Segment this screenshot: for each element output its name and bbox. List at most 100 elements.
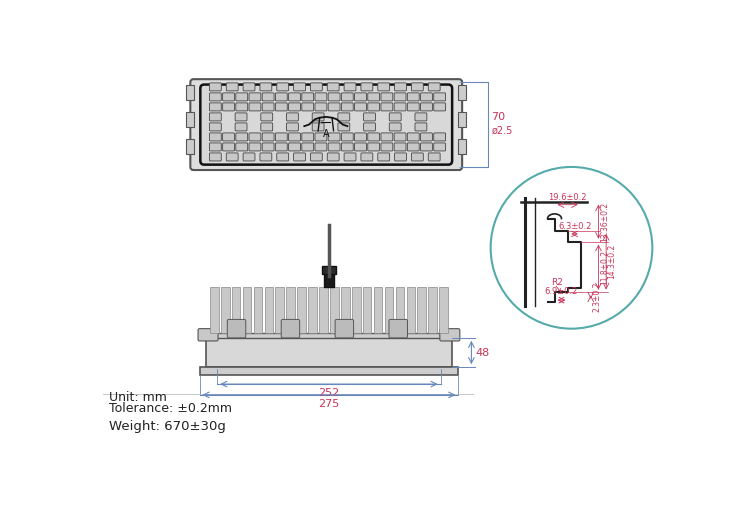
FancyBboxPatch shape: [275, 143, 287, 151]
Text: 13.36±0.2: 13.36±0.2: [600, 202, 609, 242]
FancyBboxPatch shape: [389, 113, 401, 121]
FancyBboxPatch shape: [226, 153, 238, 161]
FancyBboxPatch shape: [227, 319, 246, 338]
FancyBboxPatch shape: [260, 83, 272, 91]
FancyBboxPatch shape: [421, 143, 433, 151]
FancyBboxPatch shape: [200, 85, 452, 165]
FancyBboxPatch shape: [262, 143, 274, 151]
FancyBboxPatch shape: [209, 143, 221, 151]
FancyBboxPatch shape: [407, 133, 419, 141]
Bar: [297, 287, 306, 333]
FancyBboxPatch shape: [209, 103, 221, 111]
FancyBboxPatch shape: [209, 133, 221, 141]
FancyBboxPatch shape: [338, 113, 350, 121]
FancyBboxPatch shape: [407, 93, 419, 101]
FancyBboxPatch shape: [190, 79, 462, 170]
FancyBboxPatch shape: [428, 153, 440, 161]
FancyBboxPatch shape: [355, 143, 367, 151]
FancyBboxPatch shape: [381, 143, 393, 151]
Bar: [275, 287, 284, 333]
Bar: [232, 287, 241, 333]
FancyBboxPatch shape: [243, 83, 255, 91]
FancyBboxPatch shape: [198, 329, 218, 341]
FancyBboxPatch shape: [433, 103, 445, 111]
FancyBboxPatch shape: [389, 319, 407, 338]
Bar: [204, 333, 454, 338]
FancyBboxPatch shape: [407, 143, 419, 151]
FancyBboxPatch shape: [421, 103, 433, 111]
Text: ø2.5: ø2.5: [491, 126, 513, 136]
Bar: [308, 287, 316, 333]
Bar: [187, 112, 194, 127]
Text: 11.8±0.2: 11.8±0.2: [600, 249, 609, 285]
FancyBboxPatch shape: [428, 83, 440, 91]
Bar: [363, 287, 371, 333]
Bar: [243, 287, 251, 333]
FancyBboxPatch shape: [223, 143, 235, 151]
FancyBboxPatch shape: [328, 133, 340, 141]
Bar: [187, 139, 194, 154]
Bar: [418, 287, 426, 333]
FancyBboxPatch shape: [302, 143, 313, 151]
FancyBboxPatch shape: [261, 123, 273, 131]
FancyBboxPatch shape: [394, 83, 406, 91]
Bar: [374, 287, 382, 333]
FancyBboxPatch shape: [236, 93, 248, 101]
FancyBboxPatch shape: [236, 143, 248, 151]
FancyBboxPatch shape: [289, 133, 301, 141]
FancyBboxPatch shape: [289, 143, 301, 151]
FancyBboxPatch shape: [243, 153, 255, 161]
Text: 6.9±0.2: 6.9±0.2: [544, 287, 578, 296]
FancyBboxPatch shape: [289, 93, 301, 101]
FancyBboxPatch shape: [275, 133, 287, 141]
FancyBboxPatch shape: [209, 123, 221, 131]
FancyBboxPatch shape: [341, 93, 353, 101]
FancyBboxPatch shape: [209, 113, 221, 121]
FancyBboxPatch shape: [286, 113, 298, 121]
FancyBboxPatch shape: [368, 103, 380, 111]
FancyBboxPatch shape: [262, 93, 274, 101]
FancyBboxPatch shape: [378, 153, 390, 161]
Text: 252: 252: [318, 388, 340, 398]
FancyBboxPatch shape: [415, 113, 427, 121]
FancyBboxPatch shape: [407, 103, 419, 111]
Text: Tolerance: ±0.2mm: Tolerance: ±0.2mm: [110, 402, 232, 415]
Bar: [458, 112, 466, 127]
FancyBboxPatch shape: [327, 153, 339, 161]
FancyBboxPatch shape: [249, 133, 261, 141]
FancyBboxPatch shape: [209, 153, 221, 161]
Bar: [322, 266, 336, 274]
Bar: [440, 287, 448, 333]
FancyBboxPatch shape: [394, 103, 406, 111]
FancyBboxPatch shape: [344, 83, 356, 91]
FancyBboxPatch shape: [275, 103, 287, 111]
FancyBboxPatch shape: [226, 83, 238, 91]
Bar: [428, 287, 437, 333]
Bar: [200, 367, 458, 375]
FancyBboxPatch shape: [433, 93, 445, 101]
FancyBboxPatch shape: [249, 103, 261, 111]
Bar: [341, 287, 350, 333]
FancyBboxPatch shape: [328, 143, 340, 151]
FancyBboxPatch shape: [381, 103, 393, 111]
FancyBboxPatch shape: [223, 133, 235, 141]
FancyBboxPatch shape: [277, 83, 289, 91]
Text: 14.3±0.2: 14.3±0.2: [608, 244, 616, 279]
Bar: [323, 273, 334, 287]
FancyBboxPatch shape: [361, 153, 373, 161]
Bar: [385, 287, 393, 333]
FancyBboxPatch shape: [394, 133, 406, 141]
Bar: [206, 338, 452, 367]
FancyBboxPatch shape: [302, 93, 313, 101]
FancyBboxPatch shape: [341, 103, 353, 111]
FancyBboxPatch shape: [355, 103, 367, 111]
Text: Weight: 670±30g: Weight: 670±30g: [110, 419, 226, 433]
FancyBboxPatch shape: [249, 143, 261, 151]
FancyBboxPatch shape: [381, 93, 393, 101]
FancyBboxPatch shape: [315, 93, 327, 101]
FancyBboxPatch shape: [286, 123, 298, 131]
Bar: [458, 139, 466, 154]
Text: 19.6±0.2: 19.6±0.2: [548, 193, 587, 202]
FancyBboxPatch shape: [281, 319, 300, 338]
FancyBboxPatch shape: [389, 123, 401, 131]
